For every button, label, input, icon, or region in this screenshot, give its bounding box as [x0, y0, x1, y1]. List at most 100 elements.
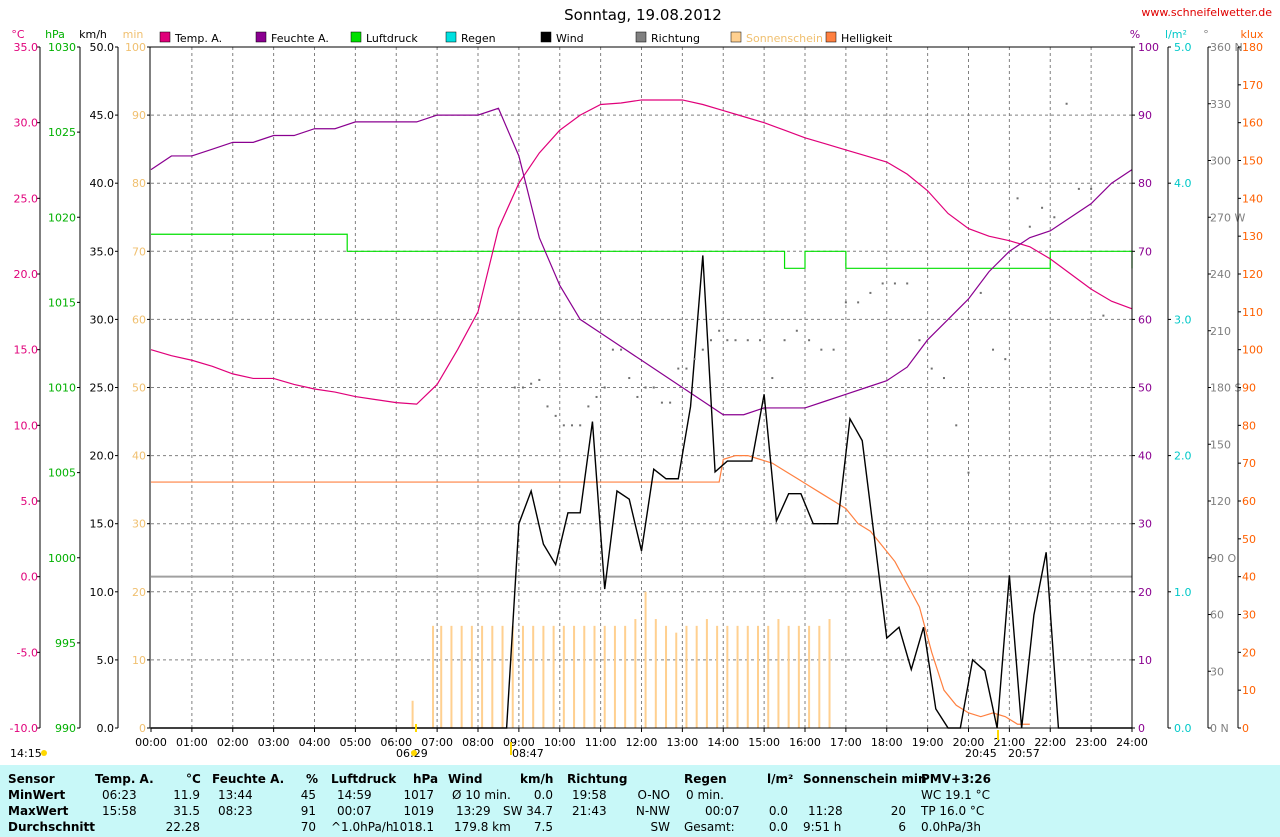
x-tick-label: 08:00 [462, 736, 494, 749]
stats-avg-pmv: 0.0hPa/3h [921, 820, 982, 834]
x-tick-label: 20:00 [953, 736, 985, 749]
legend-label: Regen [461, 32, 496, 45]
stats-min-rain-time: 0 min. [686, 788, 724, 802]
axis-tick-label: 40 [1242, 571, 1256, 584]
website-label[interactable]: www.schneifelwetter.de [1141, 6, 1272, 19]
x-tick-label: 12:00 [626, 736, 658, 749]
direction-point [795, 329, 798, 332]
direction-point [1028, 225, 1031, 228]
axis-tick-label: 20.0 [14, 268, 39, 281]
sunshine-bar [665, 625, 668, 728]
axis-tick-label: 180 S [1210, 382, 1241, 395]
axis-tick-label: 25.0 [14, 192, 39, 205]
sunshine-bar [613, 625, 616, 728]
stats-avg-wind-time: 179.8 km [454, 820, 511, 834]
stats-max-wind-time: 13:29 [456, 804, 491, 818]
sunshine-bar [818, 625, 821, 728]
direction-point [546, 405, 549, 408]
sunset-label: 20:45 [965, 747, 997, 760]
sunshine-bar [705, 619, 708, 728]
axis-tick-label: 90 [1138, 109, 1152, 122]
axis-tick-label: 4.0 [1174, 177, 1192, 190]
stats-header-hum-unit: % [306, 772, 319, 786]
stats-avg-wind-val: 7.5 [533, 820, 553, 834]
sunshine-bar [573, 625, 576, 728]
direction-point [955, 424, 958, 427]
stats-header-dir: Richtung [567, 772, 628, 786]
x-tick-label: 07:00 [421, 736, 453, 749]
direction-point [746, 339, 749, 342]
legend-swatch [255, 31, 267, 43]
direction-point [881, 282, 884, 285]
direction-point [644, 386, 647, 389]
stats-min-press-val: 1017 [403, 788, 434, 802]
axis-tick-label: 1010 [48, 382, 76, 395]
stats-header-hum: Feuchte A. [212, 772, 285, 786]
stats-max-label: MaxWert [8, 804, 69, 818]
stats-max-temp-val: 31.5 [173, 804, 200, 818]
axis-tick-label: 50 [1242, 533, 1256, 546]
sunshine-bar [828, 619, 831, 728]
sunshine-bar [695, 625, 698, 728]
stats-min-temp-val: 11.9 [173, 788, 200, 802]
x-tick-label: 11:00 [585, 736, 617, 749]
axis-tick-label: 90 [1242, 382, 1256, 395]
axis-tick-label: 60 [1242, 495, 1256, 508]
left-axes: °C35.030.025.020.015.010.05.00.0-5.0-10.… [10, 28, 151, 735]
axis-tick-label: 0 N [1210, 722, 1229, 735]
sunshine-bar [736, 625, 739, 728]
axis-tick-label: 30 [1138, 518, 1152, 531]
direction-point [832, 348, 835, 351]
sunrise-icon [411, 750, 417, 756]
direction-point [538, 378, 541, 381]
axis-tick-label: 1005 [48, 467, 76, 480]
stats-header-pmv: PMV+3:26 [921, 772, 991, 786]
direction-point [669, 401, 672, 404]
stats-avg-press-time: ^1.0hPa/h [331, 820, 394, 834]
x-tick-label: 01:00 [176, 736, 208, 749]
axis-tick-label: 90 [132, 109, 146, 122]
axis-unit-label: min [123, 28, 144, 41]
legend-label: Helligkeit [841, 32, 893, 45]
stats-max-dir-time: 21:43 [572, 804, 607, 818]
x-tick-label: 03:00 [258, 736, 290, 749]
stats-min-pmv: WC 19.1 °C [921, 788, 990, 802]
axis-tick-label: 10.0 [90, 586, 115, 599]
axis-unit-label: klux [1241, 28, 1264, 41]
direction-point [1077, 187, 1080, 190]
direction-point [652, 386, 655, 389]
sunshine-bar [450, 625, 453, 728]
direction-point [611, 348, 614, 351]
direction-point [1041, 206, 1044, 209]
direction-point [628, 377, 631, 380]
axis-tick-label: 30.0 [14, 117, 39, 130]
axis-tick-label: 150 [1210, 438, 1231, 451]
direction-point [685, 367, 688, 370]
legend-swatch [635, 31, 647, 43]
stats-max-sun-time: 11:28 [808, 804, 843, 818]
axis-tick-label: 35.0 [90, 245, 115, 258]
axis-tick-label: 50 [132, 382, 146, 395]
axis-tick-label: 70 [1242, 457, 1256, 470]
direction-point [579, 424, 582, 427]
stats-header-sun: Sonnenschein min [803, 772, 927, 786]
stats-avg-sun-val: 6 [898, 820, 906, 834]
axis-tick-label: 995 [55, 637, 76, 650]
axis-unit-label: ° [1203, 28, 1209, 41]
axis-tick-label: -10.0 [10, 722, 38, 735]
series-line-luftdruck [151, 233, 1133, 269]
stats-max-pmv: TP 16.0 °C [921, 804, 985, 818]
axis-tick-label: 300 [1210, 155, 1231, 168]
x-tick-label: 24:00 [1116, 736, 1148, 749]
legend-label: Wind [556, 32, 584, 45]
axis-tick-label: 150 [1242, 155, 1263, 168]
axis-unit-label: l/m² [1165, 28, 1187, 41]
legend-swatch [445, 31, 457, 43]
direction-point [930, 367, 933, 370]
direction-point [967, 471, 970, 474]
axis-tick-label: 70 [1138, 245, 1152, 258]
stats-min-hum-val: 45 [300, 788, 316, 802]
axis-tick-label: 2.0 [1174, 450, 1192, 463]
sunshine-bar [654, 619, 657, 728]
sunshine-bar [624, 625, 627, 728]
